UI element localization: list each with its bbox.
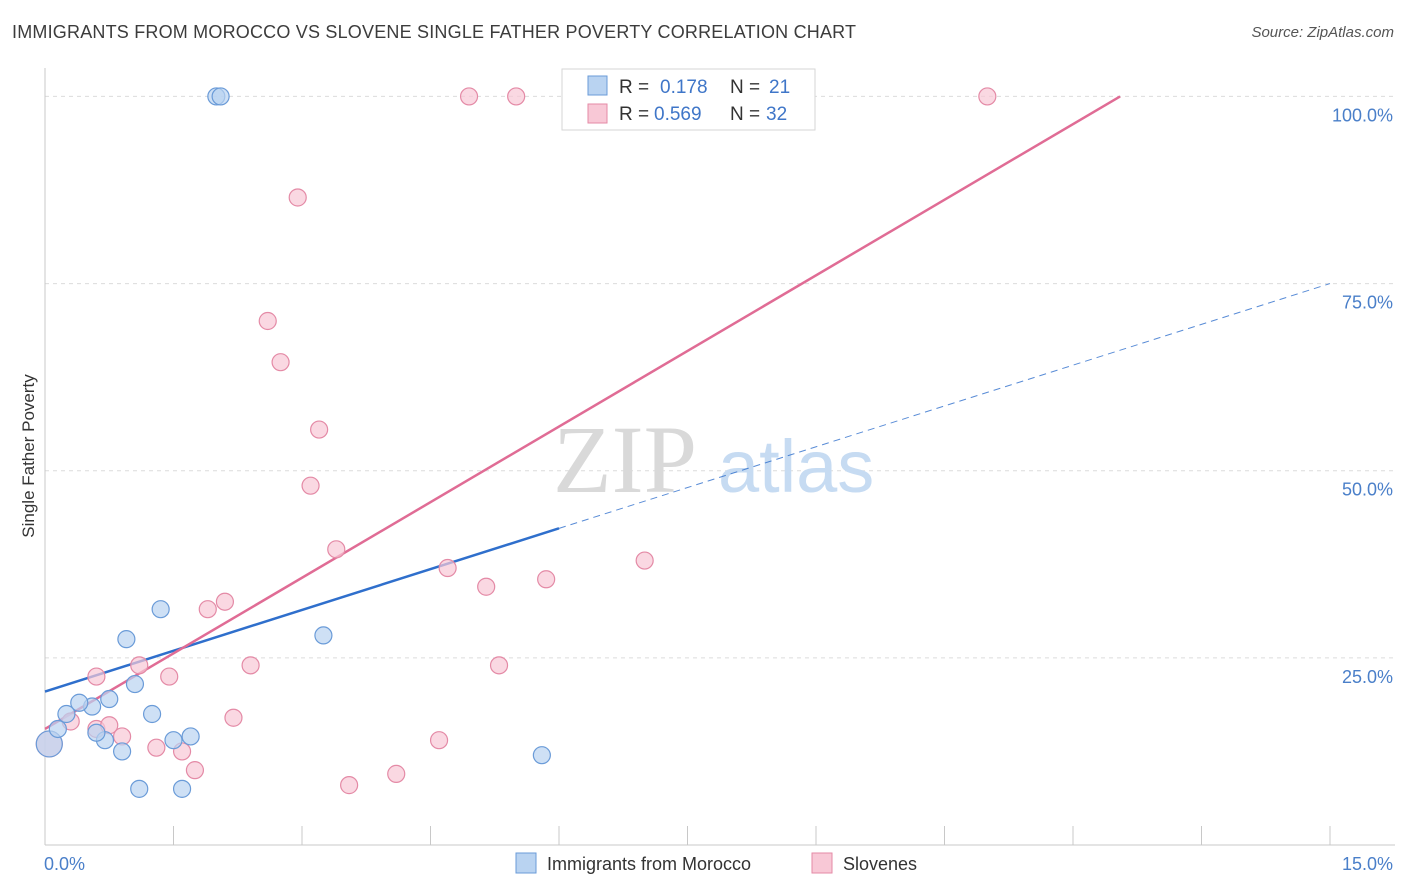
- chart-title: IMMIGRANTS FROM MOROCCO VS SLOVENE SINGL…: [12, 22, 857, 42]
- watermark: ZIP atlas: [553, 406, 874, 513]
- legend-r-value-2: 0.569: [654, 104, 702, 125]
- trend-line-slovenes: [44, 95, 1121, 731]
- point-slovenes-22: [387, 764, 406, 783]
- point-slovenes-7: [147, 738, 166, 757]
- point-slovenes-6: [130, 656, 149, 675]
- point-slovenes-15: [258, 311, 277, 331]
- point-slovenes-5: [87, 667, 106, 686]
- point-morocco-2: [57, 704, 76, 724]
- point-morocco-18: [314, 626, 333, 645]
- point-slovenes-11: [198, 600, 217, 619]
- series-legend: Immigrants from Morocco Slovenes: [515, 852, 917, 874]
- point-slovenes-31: [978, 87, 997, 106]
- point-slovenes-17: [288, 188, 307, 207]
- y-tick-label-25: 25.0%: [1342, 667, 1393, 687]
- legend-n-value-1: 21: [769, 77, 790, 98]
- legend-r-label-1: R =: [619, 77, 649, 98]
- legend-r-value-1: 0.178: [660, 77, 708, 98]
- point-slovenes-12: [215, 592, 234, 611]
- point-morocco-8: [125, 674, 145, 694]
- legend-n-value-2: 32: [766, 104, 787, 125]
- point-morocco-7: [112, 742, 132, 761]
- x-tick-label-min: 0.0%: [44, 854, 85, 874]
- watermark-zip: ZIP: [553, 406, 697, 513]
- point-slovenes-25: [477, 577, 496, 596]
- point-slovenes-28: [635, 551, 654, 570]
- legend-swatch-slovenes: [587, 103, 608, 124]
- stats-legend: R = 0.178 N = 21 R = 0.569 N = 32: [561, 68, 816, 131]
- series-legend-swatch-slovenes: [811, 852, 833, 874]
- point-slovenes-13: [224, 708, 243, 727]
- legend-n-label-2: N =: [730, 104, 760, 125]
- point-slovenes-26: [489, 656, 509, 675]
- trend-line-morocco-dashed: [558, 283, 1331, 529]
- point-slovenes-30: [507, 87, 526, 106]
- point-slovenes-8: [160, 667, 179, 686]
- grid-lines: [45, 95, 1395, 659]
- point-morocco-1: [48, 719, 67, 739]
- data-points: [35, 87, 997, 798]
- series-legend-label-morocco: Immigrants from Morocco: [547, 854, 751, 874]
- point-slovenes-19: [310, 420, 329, 439]
- trend-line-morocco-solid: [44, 527, 560, 693]
- point-morocco-11: [151, 600, 170, 619]
- point-slovenes-21: [340, 776, 359, 795]
- legend-r-label-2: R =: [619, 104, 649, 125]
- source-label: Source: ZipAtlas.com: [1251, 24, 1394, 41]
- point-slovenes-20: [327, 540, 346, 559]
- point-morocco-15: [172, 779, 192, 798]
- point-slovenes-10: [185, 761, 205, 780]
- point-slovenes-18: [301, 476, 320, 495]
- point-morocco-9: [142, 704, 162, 724]
- y-axis-label: Single Father Poverty: [19, 374, 38, 538]
- point-morocco-20: [87, 723, 106, 742]
- legend-swatch-morocco: [587, 75, 608, 96]
- point-slovenes-16: [271, 353, 290, 372]
- series-legend-swatch-morocco: [515, 852, 537, 874]
- point-slovenes-27: [537, 570, 556, 589]
- y-tick-label-100: 100.0%: [1332, 105, 1393, 125]
- point-morocco-17: [211, 87, 230, 106]
- point-morocco-19: [532, 746, 551, 765]
- point-slovenes-29: [459, 87, 479, 106]
- point-slovenes-14: [241, 656, 260, 675]
- point-morocco-13: [181, 727, 200, 746]
- point-morocco-5: [100, 689, 119, 709]
- point-morocco-14: [130, 779, 149, 798]
- y-tick-labels: 25.0% 50.0% 75.0% 100.0%: [1332, 105, 1393, 686]
- point-morocco-10: [117, 630, 136, 649]
- point-morocco-4: [70, 693, 89, 712]
- point-slovenes-24: [438, 558, 457, 578]
- legend-n-label-1: N =: [730, 77, 760, 98]
- point-slovenes-23: [429, 731, 449, 750]
- axes: [44, 68, 1395, 846]
- x-tick-label-max: 15.0%: [1342, 854, 1393, 874]
- point-morocco-12: [164, 731, 183, 750]
- series-legend-label-slovenes: Slovenes: [843, 854, 917, 874]
- y-tick-label-50: 50.0%: [1342, 480, 1393, 500]
- watermark-atlas: atlas: [718, 425, 874, 508]
- y-tick-label-75: 75.0%: [1342, 293, 1393, 313]
